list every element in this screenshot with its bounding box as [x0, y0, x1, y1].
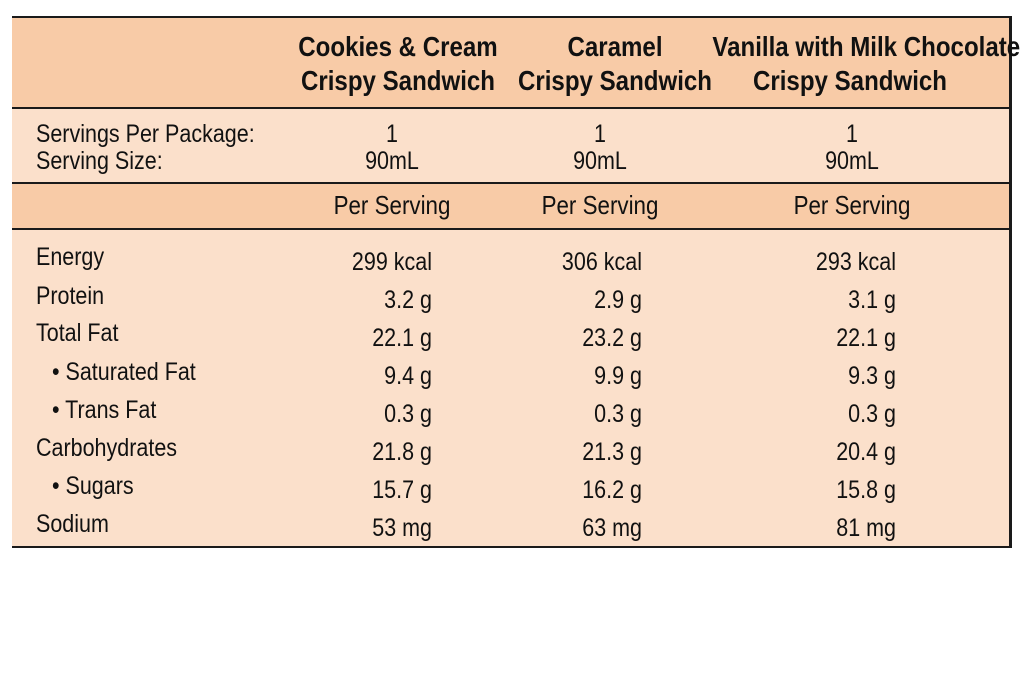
serving-size-value: 90mL — [573, 147, 627, 175]
nutrient-value: 81 mg — [836, 514, 896, 542]
column-header-line1: Vanilla with Milk Chocolate — [712, 31, 1021, 62]
column-header-line1: Caramel — [567, 31, 663, 62]
nutrient-value: 3.2 g — [384, 286, 432, 314]
column-header-line1: Cookies & Cream — [298, 31, 498, 62]
nutrient-label: Sodium — [36, 510, 109, 538]
nutrient-value: 20.4 g — [836, 438, 896, 466]
nutrient-value: 23.2 g — [582, 324, 642, 352]
serving-size-label: Serving Size: — [36, 147, 163, 175]
nutrient-value: 21.3 g — [582, 438, 642, 466]
nutrient-value: 0.3 g — [384, 400, 432, 428]
serving-size-value: 90mL — [825, 147, 879, 175]
nutrient-value: 0.3 g — [848, 400, 896, 428]
nutrient-value: 22.1 g — [372, 324, 432, 352]
column-header-line2: Crispy Sandwich — [517, 65, 713, 96]
column-header-line2: Crispy Sandwich — [752, 65, 948, 96]
nutrient-value: 16.2 g — [582, 476, 642, 504]
nutrient-value: 9.9 g — [594, 362, 642, 390]
nutrition-table: Cookies & Cream Crispy Sandwich Caramel … — [12, 16, 1021, 548]
nutrient-label: • Saturated Fat — [52, 358, 196, 386]
nutrient-label: Total Fat — [36, 319, 119, 347]
nutrient-value: 2.9 g — [594, 286, 642, 314]
nutrient-value: 15.8 g — [836, 476, 896, 504]
nutrient-label: • Trans Fat — [52, 396, 157, 424]
nutrient-value: 306 kcal — [561, 248, 642, 276]
column-header-line2: Crispy Sandwich — [300, 65, 496, 96]
per-serving-label: Per Serving — [793, 190, 911, 220]
servings-per-package-label: Servings Per Package: — [36, 120, 255, 148]
column-header-caramel: Caramel Crispy Sandwich — [477, 30, 752, 98]
nutrient-value: 53 mg — [372, 514, 432, 542]
column-header-cookies-cream: Cookies & Cream Crispy Sandwich — [260, 30, 535, 98]
nutrient-value: 9.4 g — [384, 362, 432, 390]
servings-per-package-value: 1 — [386, 120, 398, 148]
nutrient-value: 293 kcal — [815, 248, 896, 276]
nutrient-value: 63 mg — [582, 514, 642, 542]
nutrient-label: Energy — [36, 243, 105, 271]
per-serving-label: Per Serving — [541, 190, 659, 220]
nutrient-value: 15.7 g — [372, 476, 432, 504]
per-serving-label: Per Serving — [333, 190, 451, 220]
nutrient-label: Protein — [36, 282, 105, 310]
nutrient-value: 9.3 g — [848, 362, 896, 390]
nutrient-value: 3.1 g — [848, 286, 896, 314]
serving-size-value: 90mL — [365, 147, 419, 175]
servings-per-package-value: 1 — [594, 120, 606, 148]
column-header-vanilla-milk-chocolate: Vanilla with Milk Chocolate Crispy Sandw… — [712, 30, 1021, 98]
nutrient-value: 0.3 g — [594, 400, 642, 428]
column-header-band — [12, 18, 1009, 109]
nutrient-value: 299 kcal — [351, 248, 432, 276]
nutrient-label: • Sugars — [52, 472, 134, 500]
servings-per-package-value: 1 — [846, 120, 858, 148]
nutrient-value: 22.1 g — [836, 324, 896, 352]
nutrient-value: 21.8 g — [372, 438, 432, 466]
per-serving-band — [12, 182, 1009, 230]
nutrient-label: Carbohydrates — [36, 434, 178, 462]
